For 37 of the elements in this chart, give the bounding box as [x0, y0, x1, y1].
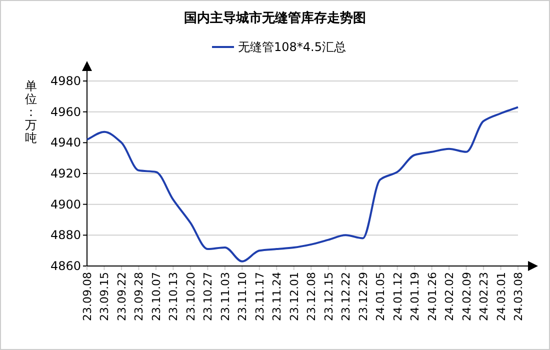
x-tick-label: 23.12.29 — [356, 272, 370, 321]
x-tick-label: 24.01.26 — [426, 272, 439, 321]
x-tick-label: 24.01.12 — [391, 272, 404, 321]
chart-title: 国内主导城市无缝管库存走势图 — [184, 10, 366, 26]
x-tick-label: 23.11.17 — [253, 272, 266, 321]
y-axis-title: 单位：万吨 — [25, 79, 37, 145]
y-tick-label: 4880 — [50, 228, 81, 242]
y-tick-label: 4900 — [50, 197, 81, 212]
x-tick-label: 23.12.01 — [288, 272, 301, 321]
x-tick-label: 23.12.15 — [322, 272, 336, 321]
x-tick-label: 24.01.05 — [374, 272, 388, 321]
x-tick-label: 23.12.08 — [305, 272, 318, 321]
x-tick-label: 24.01.19 — [408, 272, 422, 321]
y-tick-label: 4960 — [50, 104, 81, 119]
legend-label: 无缝管108*4.5汇总 — [238, 40, 346, 54]
line-series — [86, 106, 519, 262]
x-tick-label: 23.09.15 — [98, 272, 112, 321]
x-tick-label: 24.03.08 — [512, 272, 525, 321]
x-tick-label: 24.02.02 — [443, 272, 456, 321]
y-tick-label: 4940 — [50, 136, 81, 150]
y-tick-label: 4980 — [50, 74, 81, 88]
x-tick-label: 23.11.24 — [270, 272, 284, 321]
x-tick-label: 23.11.03 — [218, 272, 232, 321]
x-tick-label: 23.09.22 — [115, 272, 128, 321]
x-tick-label: 23.12.22 — [340, 272, 353, 321]
x-tick-label: 23.09.08 — [81, 272, 94, 321]
x-tick-label: 24.03.01 — [494, 272, 508, 321]
y-tick-label: 4920 — [50, 166, 81, 180]
x-tick-label: 24.02.09 — [460, 272, 474, 321]
x-tick-label: 23.09.28 — [132, 272, 146, 321]
x-tick-label: 23.10.07 — [150, 272, 163, 321]
x-tick-label: 24.02.23 — [478, 272, 491, 321]
x-tick-label: 23.10.27 — [202, 272, 215, 321]
x-tick-label: 23.11.10 — [236, 272, 250, 321]
y-tick-label: 4860 — [50, 259, 81, 273]
x-tick-label: 23.10.13 — [167, 272, 180, 321]
x-tick-label: 23.10.20 — [184, 272, 198, 321]
